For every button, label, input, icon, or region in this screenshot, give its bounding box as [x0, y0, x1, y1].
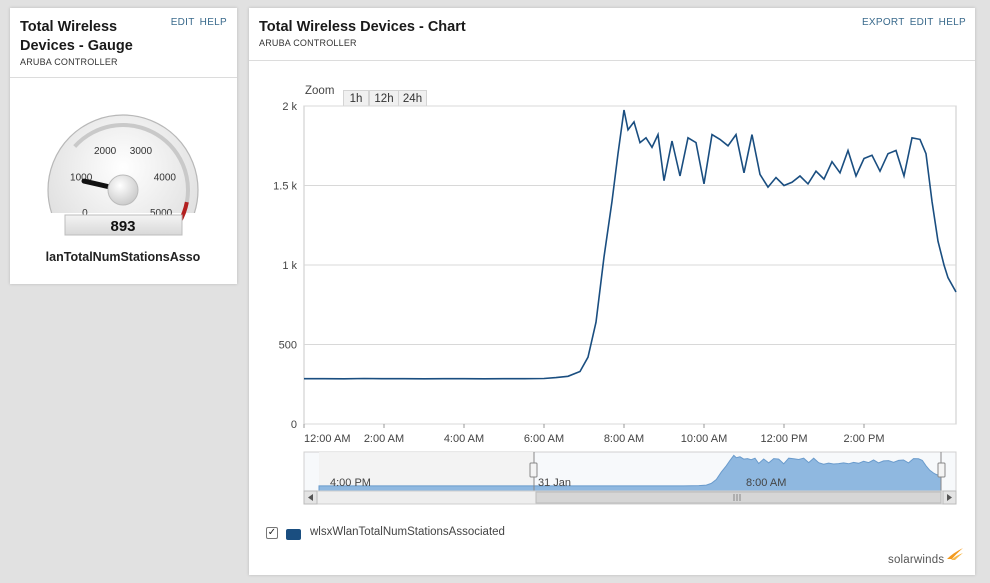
gauge-widget: 0 1000 2000 3000 4000 5000 893 lanTotalNumSta…	[46, 114, 201, 264]
gauge-tick-label: 4000	[154, 172, 177, 183]
navigator-label-2: 31 Jan	[538, 477, 571, 489]
navigator-label-3: 8:00 AM	[746, 477, 786, 489]
x-tick-label: 4:00 AM	[444, 433, 484, 445]
gauge-tick-label: 1000	[70, 172, 93, 183]
gauge-edit-link[interactable]: EDIT	[170, 17, 195, 28]
x-tick-label: 2:00 PM	[844, 433, 885, 445]
legend-color-swatch	[286, 529, 301, 540]
navigator-area	[318, 454, 942, 492]
scroll-right-arrow-icon	[947, 494, 952, 501]
gauge-panel-title: Total Wireless Devices - Gauge	[20, 19, 133, 54]
zoom-label: Zoom	[305, 85, 335, 97]
scrollbar-thumb[interactable]	[535, 491, 942, 504]
x-tick-label: 2:00 AM	[364, 433, 404, 445]
y-tick-label: 500	[279, 340, 297, 352]
series-line	[304, 109, 957, 380]
x-tick-label: 12:00 PM	[760, 433, 807, 445]
gauge-hub	[107, 174, 139, 206]
export-link[interactable]: EXPORT	[861, 17, 905, 28]
chart-panel: Total Wireless Devices - Chart ARUBA CON…	[249, 8, 975, 575]
gauge-header-divider	[10, 77, 237, 78]
scroll-grip-icon	[733, 494, 741, 501]
y-tick-label: 1 k	[282, 260, 297, 272]
gauge-value-box	[64, 214, 183, 236]
gauge-dial	[47, 114, 199, 213]
y-tick-label: 2 k	[282, 101, 297, 113]
gauge-caption: lanTotalNumStationsAsso	[46, 250, 201, 264]
gauge-tick-label: 0	[82, 208, 88, 219]
x-tick-label: 6:00 AM	[524, 433, 564, 445]
scroll-left-arrow-icon	[308, 494, 313, 501]
line-chart[interactable]: 0 500 1 k 1.5 k 2 k 12:00 AM 2:00 AM 4:00 AM 6:…	[249, 8, 975, 518]
navigator-mask-left	[319, 452, 534, 491]
legend-series-name[interactable]: wlsxWlanTotalNumStationsAssociated	[310, 526, 505, 538]
gauge-tick-label: 5000	[150, 208, 173, 219]
y-tick-label: 1.5 k	[273, 181, 297, 193]
gauge-help-link[interactable]: HELP	[199, 17, 227, 28]
navigator-label-1: 4:00 PM	[330, 477, 371, 489]
solarwinds-flame-icon	[947, 548, 963, 560]
legend-checkbox[interactable]: ✓	[266, 527, 278, 539]
chart-help-link[interactable]: HELP	[938, 17, 966, 28]
zoom-24h-button[interactable]: 24h	[398, 90, 427, 109]
x-tick-label: 12:00 AM	[304, 433, 350, 445]
solarwinds-logo: solarwinds	[888, 548, 963, 566]
chart-panel-title: Total Wireless Devices - Chart	[259, 19, 466, 35]
navigator-left-handle[interactable]	[529, 462, 538, 478]
gauge-tick-label: 3000	[130, 146, 153, 157]
chart-edit-link[interactable]: EDIT	[909, 17, 934, 28]
chart-header-divider	[249, 60, 975, 61]
gauge-panel-subtitle: ARUBA CONTROLLER	[20, 57, 118, 67]
gauge-panel: Total Wireless Devices - Gauge ARUBA CON…	[10, 8, 237, 284]
x-tick-label: 10:00 AM	[681, 433, 727, 445]
chart-panel-actions: EXPORT EDIT HELP	[857, 17, 966, 28]
gauge-value: 893	[110, 218, 135, 235]
navigator-right-handle[interactable]	[937, 462, 946, 478]
y-tick-label: 0	[291, 419, 297, 431]
chart-panel-subtitle: ARUBA CONTROLLER	[259, 38, 357, 48]
gauge-scale-arc	[73, 123, 190, 224]
gauge-panel-actions: EDIT HELP	[166, 17, 227, 28]
gauge-tick-label: 2000	[94, 146, 117, 157]
x-tick-label: 8:00 AM	[604, 433, 644, 445]
